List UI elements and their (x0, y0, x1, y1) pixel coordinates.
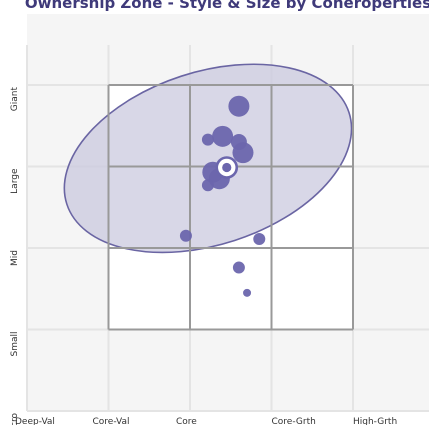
holding-point-9 (179, 229, 192, 242)
y-tick-label: Mid (10, 250, 20, 266)
y-tick-label: Micro (10, 413, 20, 425)
holding-point-8 (201, 179, 214, 192)
ownership-zone-ellipse (63, 63, 353, 254)
x-tick-label: Deep-Val (15, 417, 55, 425)
y-axis-ticks: Micro Small Mid Large Giant (10, 87, 20, 425)
holding-point-10 (253, 233, 266, 246)
y-tick-label: Giant (10, 87, 20, 112)
chart-title: Ownership Zone - Style & Size by Conerop… (25, 0, 429, 12)
holding-point-12 (243, 288, 252, 297)
x-tick-label: Core-Val (93, 417, 130, 425)
holding-point-3 (201, 133, 214, 146)
centroid-dot (222, 162, 232, 173)
y-tick-label: Large (10, 168, 20, 194)
holding-point-2 (212, 125, 234, 147)
x-tick-label: Core (176, 417, 197, 425)
ownership-zone (63, 63, 353, 254)
holding-point-11 (232, 261, 245, 274)
holding-point-1 (228, 95, 250, 117)
y-tick-label: Small (10, 332, 20, 357)
centroid (215, 156, 239, 179)
x-tick-label: High-Grth (353, 417, 397, 425)
x-axis-ticks: Deep-Val Core-Val Core Core-Grth High-Grth (15, 417, 397, 425)
style-box-grid (107, 84, 354, 331)
holding-point-5 (232, 142, 254, 164)
x-tick-label: Core-Grth (272, 417, 316, 425)
